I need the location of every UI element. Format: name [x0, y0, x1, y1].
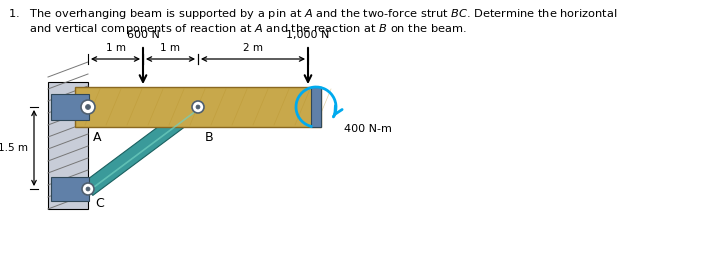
- Text: 1,000 N: 1,000 N: [286, 30, 330, 40]
- Text: C: C: [95, 197, 103, 210]
- Text: 2 m: 2 m: [243, 43, 263, 53]
- Bar: [48, 82, 88, 209]
- Text: and vertical components of reaction at $A$ and the reaction at $B$ on the beam.: and vertical components of reaction at $…: [8, 22, 467, 36]
- Text: 1.   The overhanging beam is supported by a pin at $A$ and the two-force strut $: 1. The overhanging beam is supported by …: [8, 7, 617, 21]
- Circle shape: [86, 187, 90, 191]
- Circle shape: [85, 104, 90, 109]
- Text: 1.5 m: 1.5 m: [0, 143, 28, 153]
- Text: A: A: [93, 131, 101, 144]
- Text: 600 N: 600 N: [126, 30, 159, 40]
- Text: B: B: [205, 131, 214, 144]
- Polygon shape: [83, 101, 202, 196]
- Circle shape: [192, 101, 204, 113]
- Circle shape: [82, 183, 94, 195]
- Text: 1 m: 1 m: [106, 43, 126, 53]
- Bar: [75, 87, 321, 127]
- Bar: [311, 87, 321, 127]
- Circle shape: [81, 100, 95, 114]
- Text: 1 m: 1 m: [161, 43, 180, 53]
- Circle shape: [196, 105, 200, 109]
- Text: 400 N-m: 400 N-m: [344, 124, 392, 134]
- Bar: [51, 177, 89, 201]
- Bar: [51, 94, 89, 120]
